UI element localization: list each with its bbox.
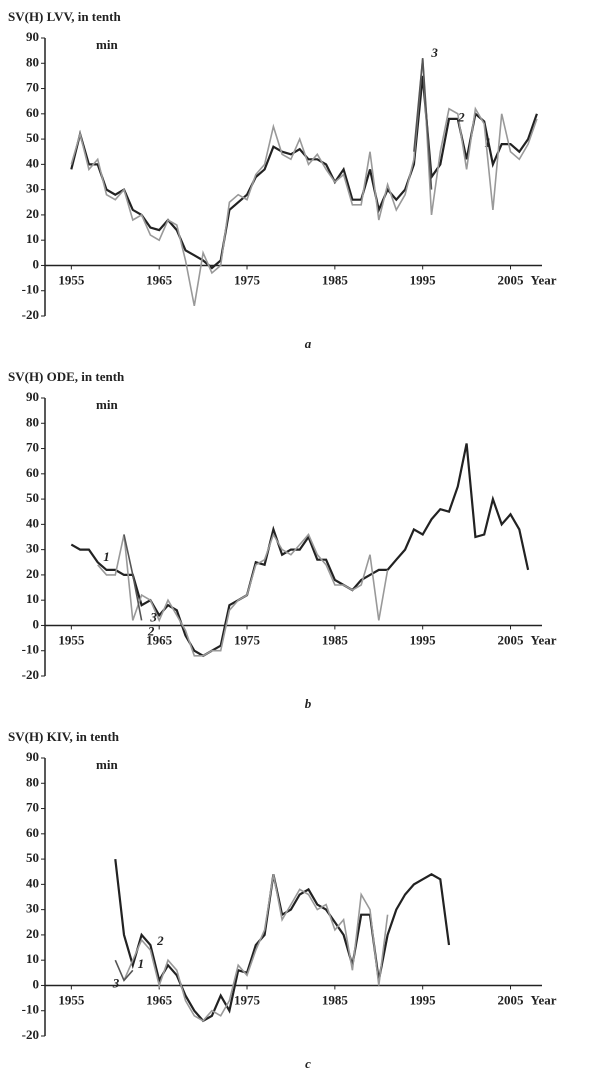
y-tick-label: 70 [26,440,39,455]
y-tick-label: 0 [33,976,40,991]
panel-caption: b [305,696,312,711]
series-label: 1 [138,956,145,971]
x-axis-label: Year [531,272,557,287]
y-tick-label: 90 [26,749,39,764]
y-tick-label: 70 [26,80,39,95]
series-line [413,58,433,190]
y-tick-label: 60 [26,825,39,840]
y-tick-label: 80 [26,414,39,429]
series-line [123,874,389,1022]
y-axis-label: min [96,757,118,772]
y-tick-label: 20 [26,566,39,581]
y-tick-label: 40 [26,875,39,890]
y-tick-label: 10 [26,591,39,606]
y-tick-label: 60 [26,105,39,120]
series-label: 2 [457,110,465,125]
series-line [114,959,134,982]
y-tick-label: 40 [26,155,39,170]
x-tick-label: 1955 [58,272,85,287]
y-tick-label: 0 [33,256,40,271]
x-tick-label: 1995 [410,992,437,1007]
y-tick-label: 30 [26,181,39,196]
y-tick-label: -10 [22,282,39,297]
chart-title: SV(H) LVV, in tenth [8,9,121,24]
series-line [70,75,538,270]
y-tick-label: 20 [26,206,39,221]
x-axis-label: Year [531,632,557,647]
x-tick-label: 1995 [410,632,437,647]
y-tick-label: 50 [26,130,39,145]
y-tick-label: 90 [26,29,39,44]
x-tick-label: 1985 [322,632,349,647]
y-tick-label: 10 [26,951,39,966]
y-tick-label: 50 [26,850,39,865]
x-tick-label: 1985 [322,272,349,287]
x-tick-label: 1975 [234,992,261,1007]
panel-caption: a [305,336,312,351]
x-tick-label: 1975 [234,632,261,647]
y-tick-label: 80 [26,774,39,789]
series-label: 3 [149,609,157,624]
y-tick-label: 50 [26,490,39,505]
chart-title: SV(H) KIV, in tenth [8,729,120,744]
x-tick-label: 2005 [498,992,525,1007]
y-tick-label: 40 [26,515,39,530]
y-tick-label: -20 [22,667,39,682]
series-line [70,58,538,307]
series-label: 3 [430,45,438,60]
x-tick-label: 1965 [146,992,173,1007]
y-tick-label: 30 [26,541,39,556]
x-tick-label: 1955 [58,992,85,1007]
x-tick-label: 1965 [146,632,173,647]
series-line [114,858,451,1023]
y-axis-label: min [96,37,118,52]
x-tick-label: 1975 [234,272,261,287]
series-line [123,534,143,621]
x-tick-label: 1965 [146,272,173,287]
x-tick-label: 1995 [410,272,437,287]
x-tick-label: 1955 [58,632,85,647]
x-tick-label: 1985 [322,992,349,1007]
series-label: 2 [156,933,164,948]
y-tick-label: 90 [26,389,39,404]
y-tick-label: 60 [26,465,39,480]
x-tick-label: 2005 [498,632,525,647]
y-tick-label: -20 [22,307,39,322]
series-label: 1 [484,135,491,150]
x-axis-label: Year [531,992,557,1007]
y-tick-label: 70 [26,800,39,815]
chart-title: SV(H) ODE, in tenth [8,369,125,384]
y-tick-label: 10 [26,231,39,246]
y-tick-label: 80 [26,54,39,69]
y-tick-label: 30 [26,901,39,916]
series-label: 1 [103,549,110,564]
y-tick-label: -10 [22,642,39,657]
y-axis-label: min [96,397,118,412]
y-tick-label: 20 [26,926,39,941]
series-label: 3 [112,975,120,990]
series-label: 2 [147,623,155,638]
x-tick-label: 2005 [498,272,525,287]
y-tick-label: 0 [33,616,40,631]
series-line [70,443,530,658]
panel-caption: c [305,1056,311,1071]
y-tick-label: -10 [22,1002,39,1017]
series-line [97,532,389,657]
y-tick-label: -20 [22,1027,39,1042]
